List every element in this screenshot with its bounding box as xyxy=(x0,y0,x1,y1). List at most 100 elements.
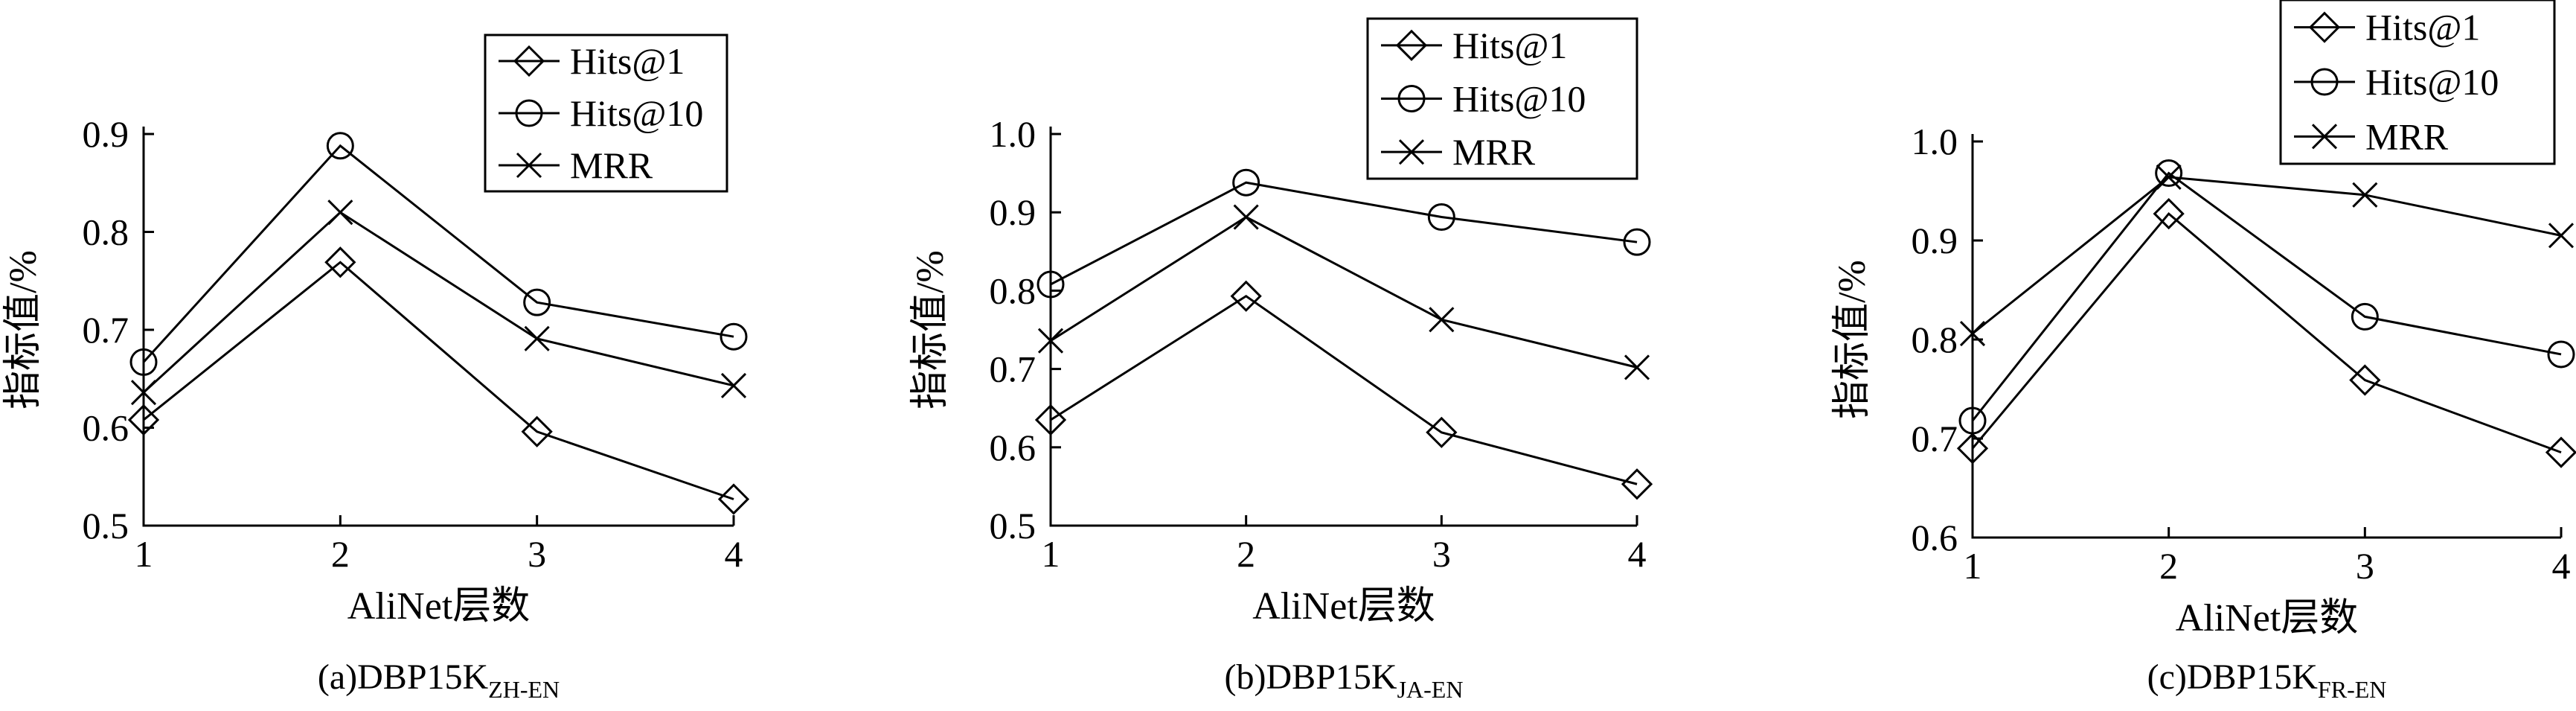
legend-label: MRR xyxy=(570,144,653,186)
x-tick-label: 2 xyxy=(1237,533,1255,575)
series-line xyxy=(142,144,734,363)
y-tick-label: 0.9 xyxy=(990,191,1037,233)
series-cross xyxy=(1037,204,1650,380)
data-point-circle xyxy=(1232,168,1260,197)
panel-caption: (b)DBP15KJA-EN xyxy=(1225,657,1464,703)
series-cross xyxy=(130,200,747,406)
legend: Hits@1 Hits@10 MRR xyxy=(2279,0,2556,165)
y-tick-label: 0.7 xyxy=(83,309,129,351)
legend-marker-circle xyxy=(1397,85,1426,112)
data-point-cross xyxy=(1037,328,1064,354)
data-point-cross xyxy=(720,372,747,399)
legend-item: Hits@10 xyxy=(2294,61,2499,103)
legend-label: MRR xyxy=(1452,131,1536,173)
x-tick-label: 4 xyxy=(1628,533,1647,575)
data-point-diamond xyxy=(1426,416,1458,448)
x-tick-label: 4 xyxy=(725,533,743,575)
y-tick-label: 0.9 xyxy=(83,113,129,155)
panel-caption: (a)DBP15KZH-EN xyxy=(318,657,560,703)
y-tick-label: 0.9 xyxy=(1912,220,1958,261)
series-line xyxy=(1971,211,2562,454)
data-point-diamond xyxy=(1956,433,1989,465)
data-point-diamond xyxy=(324,246,356,278)
legend-item: MRR xyxy=(1381,131,1536,173)
data-point-cross xyxy=(130,380,157,406)
data-point-diamond xyxy=(717,483,750,515)
y-tick-label: 0.6 xyxy=(83,407,129,449)
series-diamond xyxy=(1034,280,1653,500)
data-point-circle xyxy=(1427,203,1455,232)
legend: Hits@1 Hits@10 MRR xyxy=(1366,17,1638,180)
legend-item: Hits@10 xyxy=(1381,78,1586,120)
data-point-cross xyxy=(2156,164,2182,190)
caption-main: (a)DBP15K xyxy=(318,657,489,697)
series-diamond xyxy=(127,246,750,515)
chart-panel-1: 0.5 0.6 0.7 0.8 0.9 1 2 3 4 AliNet层数 指标值/% (a)DBP15… xyxy=(2,34,750,703)
caption-subscript: FR-EN xyxy=(2318,676,2386,703)
series-circle xyxy=(1958,159,2575,435)
data-point-diamond xyxy=(2153,197,2185,230)
series-line xyxy=(143,261,734,500)
data-point-circle xyxy=(1958,406,1987,435)
x-tick-label: 2 xyxy=(2159,545,2178,587)
legend-item: Hits@1 xyxy=(499,40,685,82)
series-cross xyxy=(1959,164,2575,347)
data-point-diamond xyxy=(1621,468,1653,500)
data-point-diamond xyxy=(2349,364,2381,396)
y-tick-label: 0.5 xyxy=(990,505,1037,546)
legend-marker-diamond xyxy=(2308,11,2341,43)
legend-marker-diamond xyxy=(1395,29,1428,61)
data-point-cross xyxy=(1429,307,1455,333)
legend-marker-cross xyxy=(2311,124,2338,150)
legend-label: Hits@1 xyxy=(2365,7,2480,48)
x-tick-label: 2 xyxy=(331,533,350,575)
series-line xyxy=(1050,215,1638,369)
series-line xyxy=(1050,294,1638,485)
caption-subscript: JA-EN xyxy=(1397,676,1464,703)
x-tick-label: 3 xyxy=(528,533,546,575)
y-tick-label: 1.0 xyxy=(1912,121,1958,162)
caption-main: (b)DBP15K xyxy=(1225,657,1397,697)
legend-item: MRR xyxy=(499,144,653,186)
x-tick-label: 1 xyxy=(1964,545,1982,587)
legend: Hits@1 Hits@10 MRR xyxy=(484,34,728,193)
x-axis-title: AliNet层数 xyxy=(347,585,531,628)
data-point-circle xyxy=(1037,270,1065,299)
chart-panel-2: 0.5 0.6 0.7 0.8 0.9 1.0 1 2 3 4 AliNet层数 指标值/% (b)DB… xyxy=(909,17,1653,703)
x-axis-title: AliNet层数 xyxy=(1252,585,1435,628)
legend-marker-cross xyxy=(516,152,542,179)
y-tick-label: 0.6 xyxy=(1912,517,1958,558)
data-point-circle xyxy=(1623,228,1651,256)
legend-label: Hits@1 xyxy=(570,40,685,82)
series-diamond xyxy=(1956,197,2576,468)
legend-marker-circle xyxy=(2310,68,2339,96)
legend-marker-diamond xyxy=(513,45,545,77)
legend-item: Hits@1 xyxy=(1381,25,1567,66)
legend-label: Hits@10 xyxy=(2365,61,2499,103)
y-tick-label: 0.8 xyxy=(83,211,129,253)
series-line xyxy=(142,211,734,394)
data-point-cross xyxy=(1959,320,1986,347)
axes xyxy=(1049,127,1637,527)
data-point-cross xyxy=(1233,204,1259,230)
chart-panel-3: 0.6 0.7 0.8 0.9 1.0 1 2 3 4 AliNet层数 指标值/% (c)DBP15… xyxy=(1831,0,2576,703)
series-line xyxy=(1971,171,2562,421)
x-tick-label: 1 xyxy=(1042,533,1060,575)
data-point-cross xyxy=(2548,223,2575,249)
legend-label: Hits@10 xyxy=(1452,78,1586,120)
y-tick-label: 0.8 xyxy=(1912,319,1958,360)
series-circle xyxy=(1037,168,1651,299)
data-point-circle xyxy=(720,322,748,351)
data-point-circle xyxy=(523,288,551,316)
caption-main: (c)DBP15K xyxy=(2147,657,2319,697)
legend-label: Hits@10 xyxy=(570,92,703,134)
y-axis-title: 指标值/% xyxy=(909,250,952,409)
data-point-diamond xyxy=(1230,280,1262,312)
data-point-circle xyxy=(2351,302,2379,331)
data-point-diamond xyxy=(2545,436,2576,468)
x-tick-label: 1 xyxy=(135,533,153,575)
y-tick-label: 0.7 xyxy=(990,348,1037,390)
y-tick-label: 0.7 xyxy=(1912,418,1958,459)
panel-caption: (c)DBP15KFR-EN xyxy=(2147,657,2387,703)
caption-subscript: ZH-EN xyxy=(488,676,560,703)
